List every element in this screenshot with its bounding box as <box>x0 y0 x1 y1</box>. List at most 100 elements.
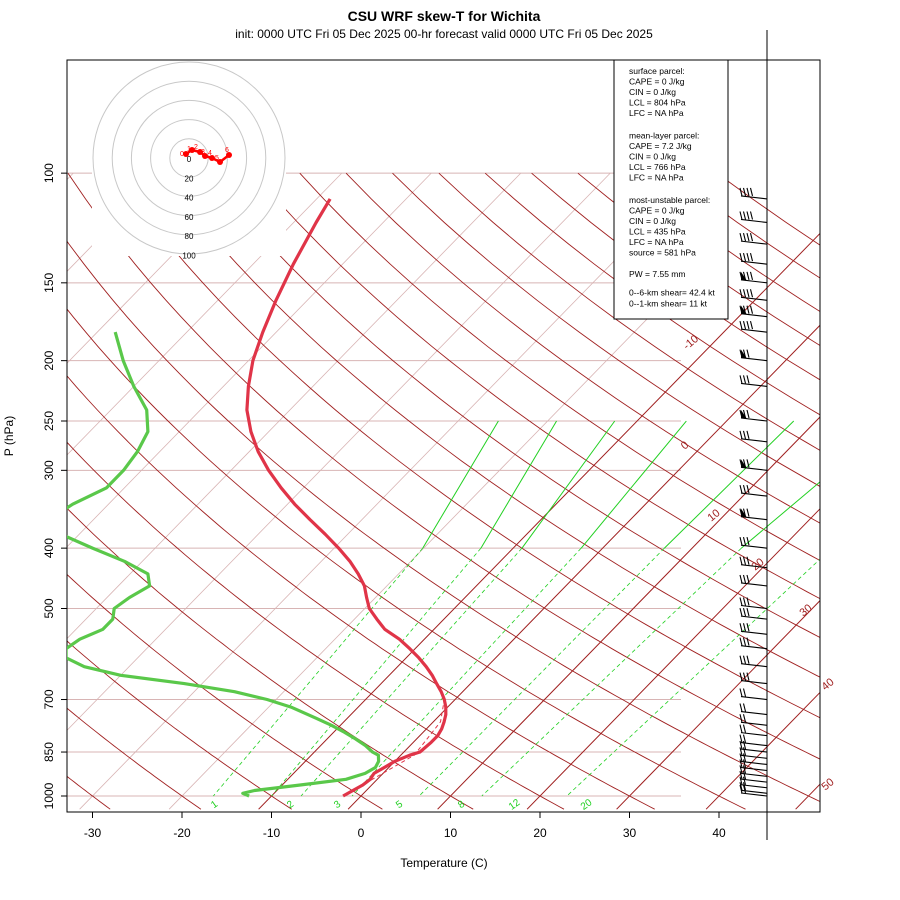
isotherm-line <box>67 172 611 731</box>
temperature-profile-line <box>245 198 448 798</box>
dry-adiabat <box>114 172 820 719</box>
dry-adiabat <box>67 441 565 810</box>
x-tick-label: -10 <box>263 826 281 840</box>
isotherm-label: 30 <box>798 602 815 619</box>
wind-barb <box>739 607 768 620</box>
x-tick-label: 20 <box>533 826 547 840</box>
barb-feather <box>739 765 743 774</box>
barb-feather <box>742 724 747 733</box>
isotherm-thick <box>616 599 820 810</box>
barb-feather <box>739 597 743 606</box>
barb-pennant <box>741 305 747 315</box>
hodograph-ring <box>111 80 267 236</box>
y-tick-label: 1000 <box>42 782 56 809</box>
barb-shaft <box>740 772 768 777</box>
isotherm-thick <box>705 691 820 810</box>
barb-feather <box>746 211 750 220</box>
y-tick-label: 250 <box>42 411 56 431</box>
dry-adiabat <box>206 172 820 639</box>
barb-feather <box>742 430 747 439</box>
barb-shaft <box>740 784 768 789</box>
mixing-ratio-dashed <box>213 547 424 797</box>
barb-feather <box>749 187 754 197</box>
barb-feather <box>746 574 750 584</box>
barb-feather <box>742 537 747 546</box>
barb-feather <box>742 784 747 794</box>
info-line: mean-layer parcel: <box>629 131 699 141</box>
info-line: surface parcel: <box>629 66 685 76</box>
hodograph-height-label: 5 <box>215 155 219 162</box>
info-line: LCL = 804 hPa <box>629 98 686 108</box>
barb-feather <box>742 740 747 750</box>
isotherm-thick <box>437 416 820 810</box>
chart-subtitle: init: 0000 UTC Fri 05 Dec 2025 00-hr for… <box>235 27 653 41</box>
barb-feather <box>739 289 743 298</box>
barb-feather <box>742 776 747 785</box>
wind-barb <box>739 321 768 333</box>
isotherm-line <box>67 172 253 364</box>
barb-shaft <box>740 544 768 549</box>
mixing-ratio-label: 8 <box>456 799 467 811</box>
dewpoint-profile-line <box>67 331 381 798</box>
hodograph-height-label: 0 <box>180 151 184 158</box>
barb-feather <box>746 321 750 330</box>
wind-barb <box>739 655 768 668</box>
barb-feather <box>746 484 750 494</box>
barb-shaft <box>740 778 768 783</box>
info-line: LFC = NA hPa <box>629 173 684 183</box>
barb-shaft <box>740 645 768 650</box>
barb-shaft <box>740 748 768 753</box>
barb-feather <box>742 321 747 330</box>
wind-barb <box>739 770 768 783</box>
barb-feather <box>742 574 747 584</box>
mixing-ratio-solid <box>741 481 820 549</box>
barb-shaft <box>740 754 768 759</box>
barb-feather <box>742 623 747 632</box>
barb-shaft <box>740 760 768 766</box>
wind-barb <box>739 484 768 497</box>
barb-feather <box>739 253 743 262</box>
wind-barb <box>739 459 768 471</box>
barb-feather <box>739 655 743 664</box>
barb-feather <box>742 703 747 712</box>
y-tick-label: 100 <box>42 163 56 183</box>
barb-shaft <box>740 604 768 610</box>
barb-shaft <box>740 766 768 772</box>
isotherm-label: 20 <box>750 556 767 573</box>
barb-feather <box>749 305 754 314</box>
x-axis-label: Temperature (C) <box>400 856 487 870</box>
hodograph-height-label: 2 <box>194 144 198 151</box>
barb-shaft <box>740 218 768 224</box>
wind-barb <box>739 349 768 362</box>
dry-adiabat <box>160 172 820 678</box>
hodograph-point <box>189 147 195 153</box>
info-line: LFC = NA hPa <box>629 237 684 247</box>
barb-feather <box>739 556 743 565</box>
barb-feather <box>746 253 750 262</box>
x-tick-label: -20 <box>173 826 191 840</box>
barb-feather <box>739 187 743 197</box>
barb-feather <box>742 484 747 494</box>
y-tick-label: 150 <box>42 272 56 292</box>
y-tick-label: 400 <box>42 538 56 558</box>
barb-shaft <box>740 615 768 620</box>
barb-shaft <box>740 630 768 635</box>
barb-feather <box>739 484 743 494</box>
info-line: PW = 7.55 mm <box>629 269 685 279</box>
barb-feather <box>742 672 747 681</box>
hodograph-height-label: 3 <box>201 149 205 156</box>
barb-feather <box>739 321 743 330</box>
mixing-ratio-solid <box>422 420 499 549</box>
barb-feather <box>742 782 747 791</box>
barb-shaft <box>740 695 768 701</box>
wind-barb <box>739 714 768 726</box>
wind-barb <box>739 574 768 587</box>
barb-shaft <box>740 732 768 737</box>
info-line: CAPE = 0 J/kg <box>629 206 685 216</box>
barb-feather <box>739 375 743 384</box>
hodograph-ring-label: 20 <box>185 174 194 183</box>
barb-shaft <box>740 492 768 497</box>
info-line: source = 581 hPa <box>629 248 696 258</box>
mixing-ratio-label: 12 <box>507 797 523 813</box>
